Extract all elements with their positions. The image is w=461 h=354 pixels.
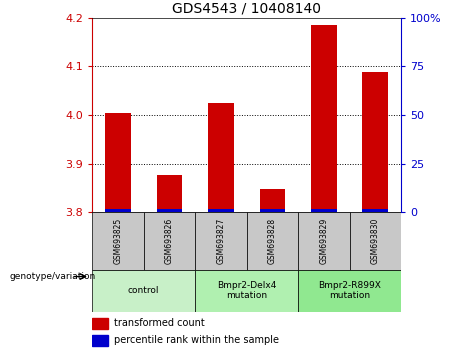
- Text: transformed count: transformed count: [114, 318, 205, 329]
- Bar: [298, 270, 401, 312]
- Bar: [311, 209, 337, 212]
- Bar: [362, 72, 388, 209]
- Bar: [260, 189, 285, 209]
- Text: GSM693829: GSM693829: [319, 218, 328, 264]
- Bar: [92, 318, 107, 329]
- Bar: [92, 335, 107, 346]
- Bar: [362, 209, 388, 212]
- Text: control: control: [128, 286, 160, 295]
- Text: genotype/variation: genotype/variation: [9, 272, 95, 281]
- Text: Bmpr2-Delx4
mutation: Bmpr2-Delx4 mutation: [217, 281, 276, 301]
- Bar: [105, 113, 131, 209]
- Bar: [92, 212, 144, 270]
- Bar: [195, 270, 298, 312]
- Bar: [92, 270, 195, 312]
- Bar: [349, 212, 401, 270]
- Text: GSM693825: GSM693825: [113, 218, 123, 264]
- Bar: [247, 212, 298, 270]
- Text: Bmpr2-R899X
mutation: Bmpr2-R899X mutation: [318, 281, 381, 301]
- Bar: [311, 25, 337, 209]
- Bar: [144, 212, 195, 270]
- Bar: [195, 212, 247, 270]
- Bar: [208, 209, 234, 212]
- Bar: [105, 209, 131, 212]
- Text: GSM693828: GSM693828: [268, 218, 277, 264]
- Text: GSM693830: GSM693830: [371, 218, 380, 264]
- Text: GSM693826: GSM693826: [165, 218, 174, 264]
- Bar: [208, 103, 234, 209]
- Title: GDS4543 / 10408140: GDS4543 / 10408140: [172, 1, 321, 15]
- Text: percentile rank within the sample: percentile rank within the sample: [114, 335, 279, 346]
- Bar: [260, 209, 285, 212]
- Bar: [157, 175, 182, 209]
- Bar: [298, 212, 349, 270]
- Bar: [157, 209, 182, 212]
- Text: GSM693827: GSM693827: [216, 218, 225, 264]
